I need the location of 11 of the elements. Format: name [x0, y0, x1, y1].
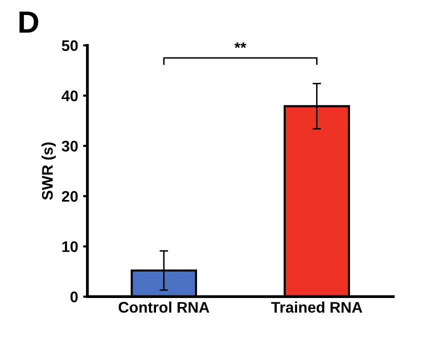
annotation: **	[234, 42, 246, 48]
x-tick-label: Control RNA	[118, 302, 210, 313]
y-axis-title: SWR (s)	[42, 142, 56, 200]
y-tick-label: 20	[62, 191, 78, 202]
y-tick-label: 40	[62, 90, 78, 102]
y-tick-label: 30	[62, 140, 78, 152]
x-tick-label: Trained RNA	[271, 302, 362, 313]
y-tick-label: 10	[62, 241, 78, 252]
y-tick-label: 0	[70, 292, 78, 302]
chart-title: D	[20, 12, 38, 33]
y-tick-label: 50	[62, 40, 78, 52]
